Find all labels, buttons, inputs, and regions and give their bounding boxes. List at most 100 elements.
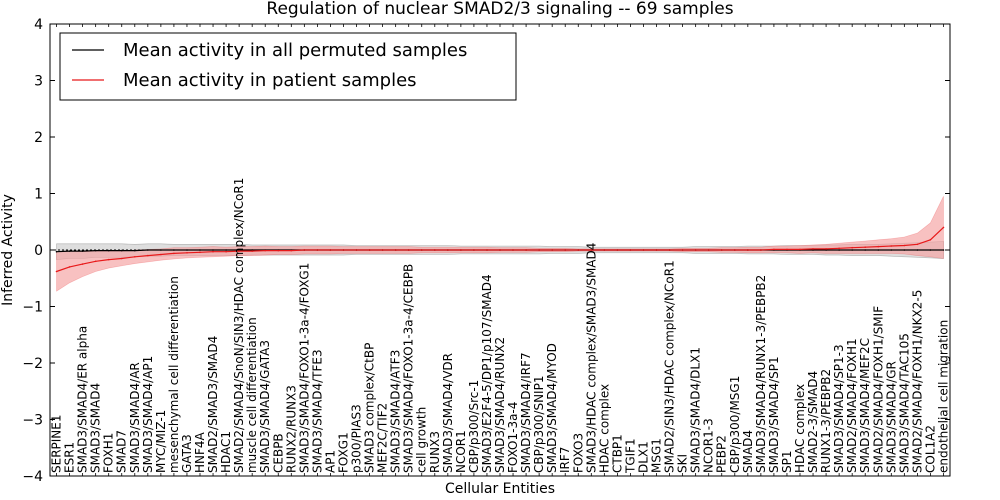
data-point-patient (942, 226, 945, 229)
data-point-patient (303, 249, 306, 251)
legend-box (59, 32, 517, 101)
data-point-patient (55, 270, 58, 273)
x-category-label: COL1A2 (923, 425, 937, 473)
data-point-permuted (942, 249, 945, 251)
data-point-patient (199, 251, 201, 254)
x-category-label: CBP/p300/Src-1 (467, 380, 481, 473)
x-category-label: GATA3 (180, 434, 194, 473)
legend: Mean activity in all permuted samples Me… (59, 32, 517, 101)
data-point-patient (94, 260, 97, 263)
data-point-permuted (916, 249, 919, 251)
data-point-permuted (877, 249, 880, 251)
x-category-label: p300/PIAS3 (350, 404, 364, 473)
x-category-label: HNF4A (193, 431, 207, 473)
data-point-permuted (81, 250, 84, 252)
data-point-patient (342, 249, 345, 251)
data-point-patient (903, 244, 906, 247)
x-category-label: SMAD3/SMAD4/TFE3 (310, 349, 324, 473)
data-point-patient (512, 249, 514, 251)
x-category-label: HDAC1 (219, 431, 233, 473)
x-category-label: SMAD3/SMAD4/FOXO1-3a-4/FOXG1 (297, 263, 311, 473)
data-point-patient (381, 249, 384, 251)
data-point-permuted (212, 249, 214, 251)
data-point-permuted (147, 249, 149, 251)
data-point-patient (329, 249, 332, 251)
data-point-patient (838, 247, 840, 250)
x-category-label: DLX1 (637, 441, 651, 473)
data-point-patient (864, 246, 866, 248)
x-category-label: HDAC complex (597, 384, 611, 473)
data-point-permuted (929, 249, 932, 251)
data-point-patient (316, 249, 319, 251)
x-category-label: SMAD3/SMAD4/ATF3 (389, 350, 403, 473)
x-category-label: MSG1 (650, 438, 664, 473)
y-tick-label: 2 (34, 130, 43, 146)
x-category-label: CEBPB (271, 433, 285, 473)
x-category-label: SMAD3/SMAD4/DLX1 (689, 347, 703, 473)
data-point-permuted (864, 249, 866, 251)
data-point-patient (355, 249, 358, 251)
x-category-label: SMAD3/SMAD4/AP1 (141, 356, 155, 473)
y-tick-label: −4 (22, 469, 43, 485)
x-category-label: TGIF1 (623, 438, 637, 474)
x-category-label: SERPINE1 (50, 414, 64, 473)
x-category-label: SMAD4 (741, 430, 755, 473)
x-category-label: MYC/MIZ-1 (154, 410, 168, 473)
x-category-label: SMAD3/SMAD4/AR (128, 362, 142, 473)
x-category-label: SMAD3/SMAD4/GR (884, 361, 898, 473)
data-point-patient (812, 248, 814, 250)
x-category-label: PEBP2 (715, 435, 729, 473)
data-point-patient (916, 243, 919, 246)
data-point-patient (773, 248, 775, 251)
x-category-label: CBP/p300/MSG1 (728, 376, 742, 473)
data-point-permuted (55, 250, 58, 253)
x-category-label: endothelial cell migration (937, 320, 951, 473)
x-category-label: FOXH1 (102, 433, 116, 473)
x-category-label: cell growth (415, 407, 429, 473)
x-category-label: SMAD3/SMAD4/MYOD (545, 343, 559, 473)
x-category-label: SMAD3/SMAD4/ER alpha (76, 326, 90, 473)
x-category-label: SMAD3/SMAD4/MEF2C (858, 338, 872, 473)
data-point-patient (251, 250, 253, 252)
data-point-patient (655, 249, 658, 251)
x-axis-label: Cellular Entities (445, 481, 555, 497)
chart-title: Regulation of nuclear SMAD2/3 signaling … (266, 0, 733, 19)
x-category-label: SMAD3/SMAD4/IRF7 (519, 352, 533, 473)
x-category-label: SMAD3/SMAD4/FOXO1-3a-4/CEBPB (402, 264, 416, 473)
data-point-patient (120, 257, 123, 260)
confidence-band-patient (56, 196, 944, 292)
data-point-permuted (173, 249, 175, 251)
series-layer (50, 196, 950, 292)
data-point-patient (538, 249, 540, 251)
y-tick-label: −3 (22, 413, 43, 429)
data-point-patient (447, 249, 449, 251)
data-point-patient (460, 249, 462, 251)
x-category-label: IRF7 (558, 447, 572, 473)
data-point-patient (407, 249, 410, 251)
data-point-patient (290, 249, 293, 252)
data-point-patient (486, 249, 488, 251)
data-point-patient (277, 249, 280, 252)
data-point-patient (734, 249, 736, 251)
x-category-label: SMAD2-3/SMAD4 (806, 371, 820, 473)
data-point-patient (890, 245, 893, 247)
data-point-patient (107, 258, 110, 261)
x-category-label: SMAD3/SMAD4/TAC105 (897, 333, 911, 473)
y-axis-label: Inferred Activity (0, 194, 16, 306)
data-point-patient (394, 249, 397, 251)
x-category-label: AP1 (323, 450, 337, 473)
x-category-label: NCOR1-3 (702, 418, 716, 473)
x-category-label: SMAD2/SMAD3/SMAD4 (206, 336, 220, 473)
x-category-label: SMAD2/SMAD4/FOXH1/SMIF (871, 306, 885, 473)
legend-label-patient: Mean activity in patient samples (123, 70, 417, 91)
data-point-patient (434, 249, 436, 251)
data-point-permuted (851, 249, 853, 251)
data-point-patient (147, 254, 149, 257)
data-point-patient (499, 249, 501, 251)
x-category-label: SMAD3/SMAD4/GATA3 (258, 340, 272, 473)
data-point-patient (590, 249, 593, 251)
x-category-label: SP1 (780, 451, 794, 474)
x-category-label: FOXO1-3a-4 (506, 402, 520, 473)
data-point-patient (720, 249, 723, 251)
